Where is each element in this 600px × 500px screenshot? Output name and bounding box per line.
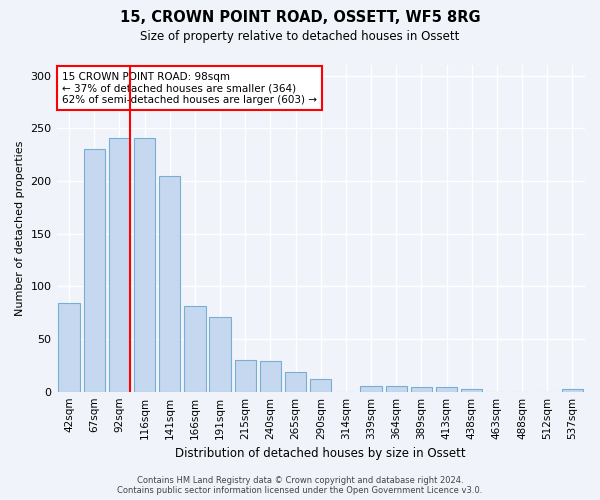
Bar (209, 317, 231, 392)
Bar (83, 150, 105, 392)
Bar (159, 176, 181, 392)
Bar (562, 388, 583, 392)
Bar (386, 386, 407, 392)
Bar (260, 361, 281, 392)
Bar (184, 306, 206, 392)
Bar (285, 372, 307, 392)
Bar (134, 138, 155, 392)
Text: Contains HM Land Registry data © Crown copyright and database right 2024.
Contai: Contains HM Land Registry data © Crown c… (118, 476, 482, 495)
Text: 15, CROWN POINT ROAD, OSSETT, WF5 8RG: 15, CROWN POINT ROAD, OSSETT, WF5 8RG (119, 10, 481, 25)
Bar (235, 360, 256, 392)
Bar (461, 388, 482, 392)
Text: Size of property relative to detached houses in Ossett: Size of property relative to detached ho… (140, 30, 460, 43)
X-axis label: Distribution of detached houses by size in Ossett: Distribution of detached houses by size … (175, 447, 466, 460)
Bar (436, 388, 457, 392)
Bar (411, 388, 432, 392)
Bar (109, 138, 130, 392)
Bar (310, 379, 331, 392)
Y-axis label: Number of detached properties: Number of detached properties (15, 140, 25, 316)
Text: 15 CROWN POINT ROAD: 98sqm
← 37% of detached houses are smaller (364)
62% of sem: 15 CROWN POINT ROAD: 98sqm ← 37% of deta… (62, 72, 317, 104)
Bar (361, 386, 382, 392)
Bar (58, 303, 80, 392)
